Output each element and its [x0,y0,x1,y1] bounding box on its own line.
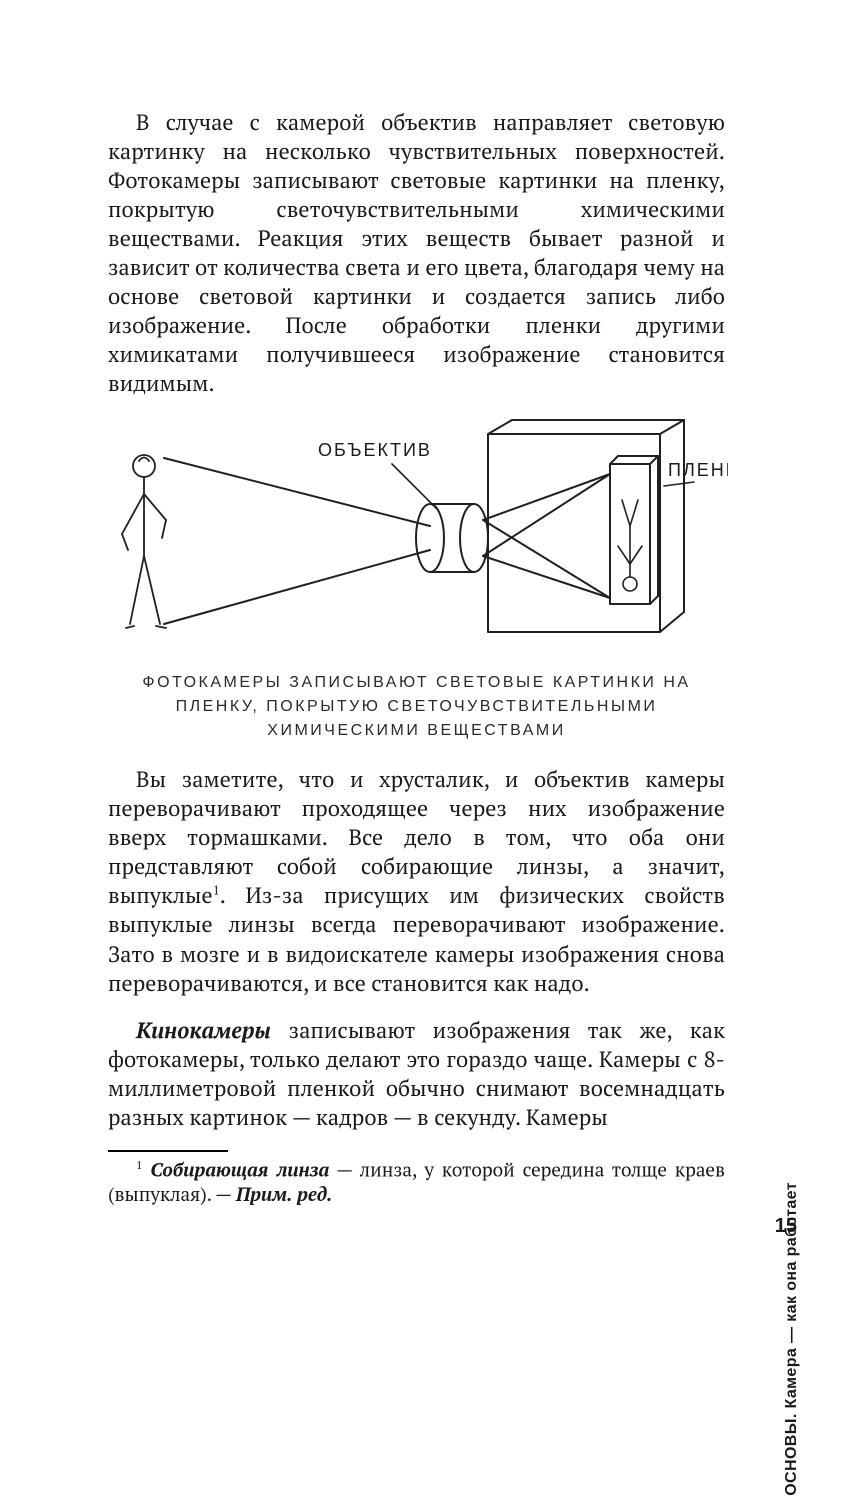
footnote-rule [108,1150,228,1152]
paragraph-3-keyword: Кинокамеры [136,1016,271,1045]
paragraph-3: Кинокамеры записывают изображения так же… [108,1016,725,1132]
footnote-marker: 1 [136,1158,142,1173]
page-number: 15 [775,1215,797,1238]
page: В случае с камерой объектив направляет с… [0,0,845,1312]
footnote-ref-1: 1 [213,881,220,899]
footnote-1: 1 Собирающая линза — линза, у которой се… [108,1158,725,1208]
diagram-label-lens: ОБЪЕКТИВ [318,440,432,460]
paragraph-2: Вы заметите, что и хрусталик, и объектив… [108,765,725,997]
paragraph-1-text: В случае с камерой объектив направляет с… [108,108,725,398]
footnote-editor: Прим. ред. [236,1182,333,1207]
footnote-term: Собирающая линза [150,1157,329,1182]
camera-diagram-svg: ОБЪЕКТИВ ПЛЕНКА [108,416,728,661]
diagram-label-film: ПЛЕНКА [668,460,728,480]
figure-caption: ФОТОКАМЕРЫ ЗАПИСЫВАЮТ СВЕТОВЫЕ КАРТИНКИ … [108,671,725,743]
camera-diagram: ОБЪЕКТИВ ПЛЕНКА [108,416,725,661]
paragraph-1: В случае с камерой объектив направляет с… [108,108,725,398]
